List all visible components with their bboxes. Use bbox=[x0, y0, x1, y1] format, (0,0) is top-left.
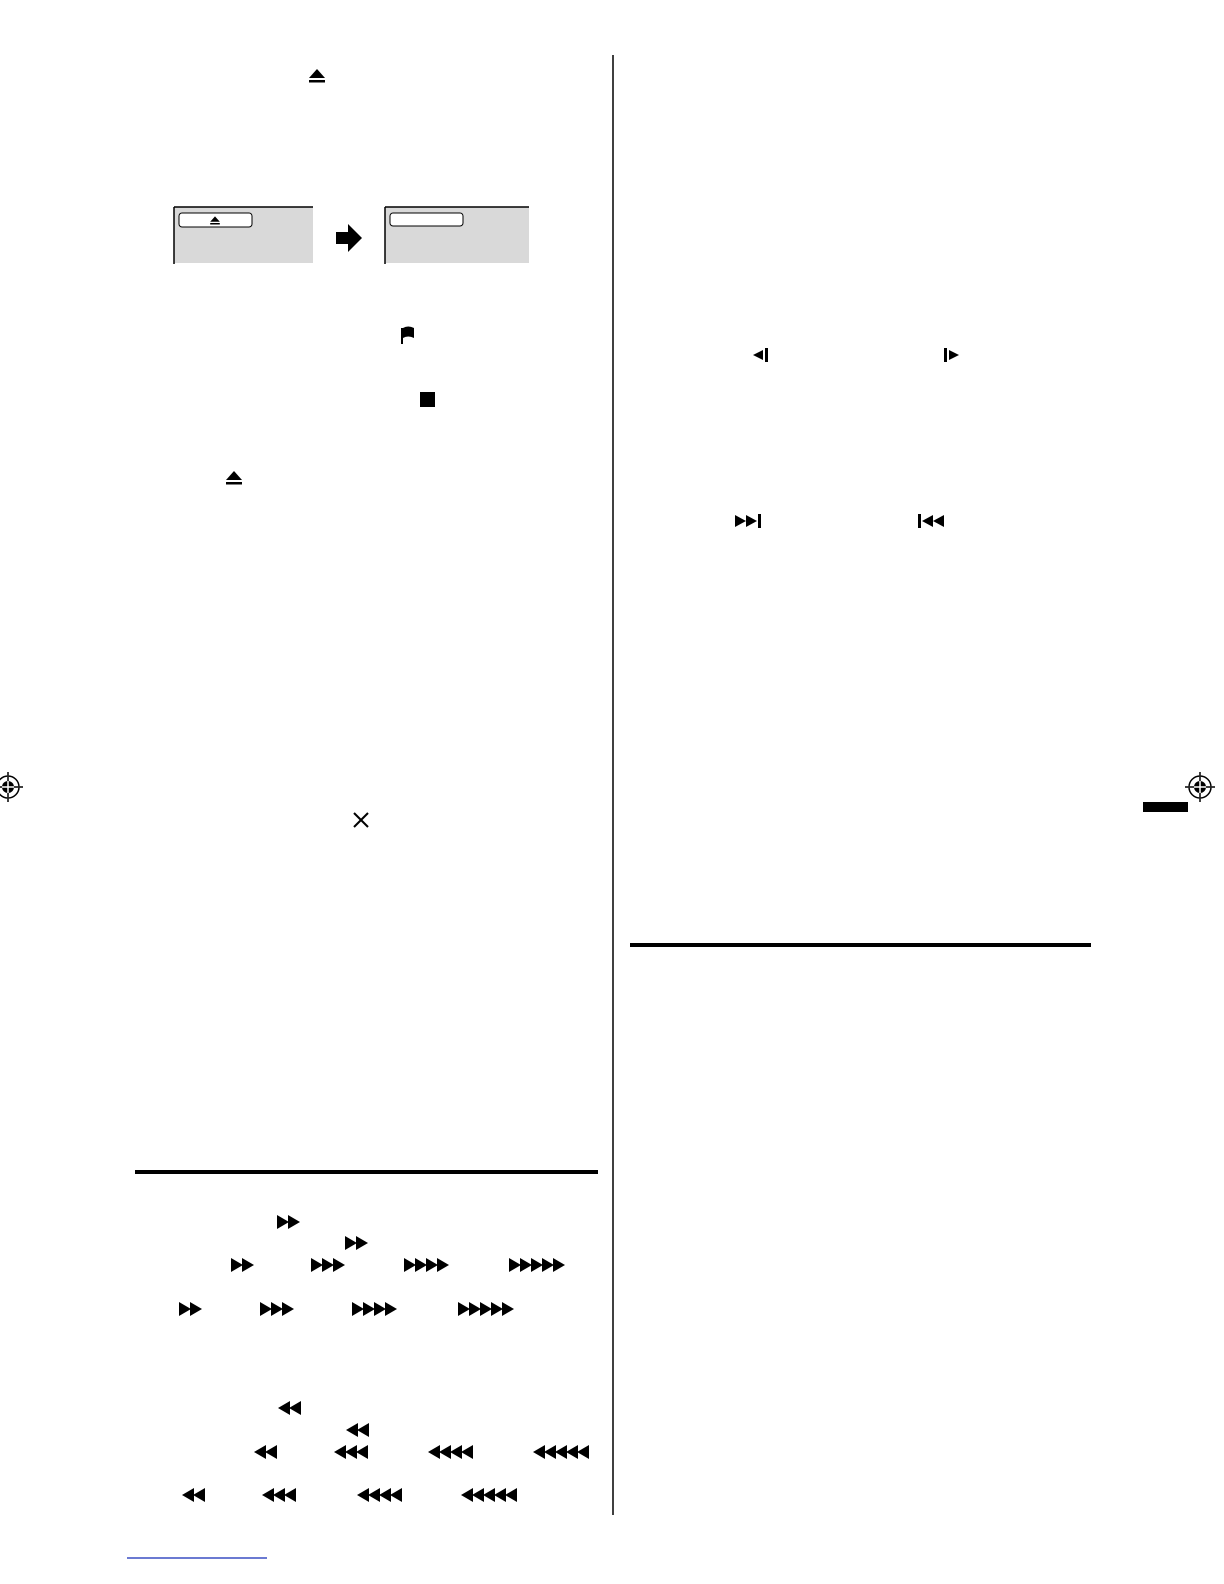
previous-icon bbox=[918, 514, 944, 528]
arrow-right bbox=[336, 224, 362, 252]
registration-mark bbox=[0, 771, 24, 803]
rew-icon bbox=[254, 1445, 277, 1459]
fast-forward-icons bbox=[179, 1215, 565, 1316]
step-forward-icon bbox=[944, 348, 959, 362]
ff-icon bbox=[311, 1258, 345, 1272]
display-before bbox=[173, 206, 313, 264]
ff-icon bbox=[277, 1215, 300, 1229]
ff-icon bbox=[404, 1258, 449, 1272]
rew-icon bbox=[533, 1445, 589, 1459]
eject-icon bbox=[309, 69, 325, 83]
ff-icon bbox=[352, 1302, 397, 1316]
registration-mark bbox=[1184, 771, 1216, 803]
section-rule bbox=[135, 1170, 598, 1174]
step-back-icon bbox=[753, 348, 768, 362]
tab-bar bbox=[1143, 802, 1188, 812]
marker-icon bbox=[401, 326, 414, 344]
display-after bbox=[384, 206, 529, 264]
ff-icon bbox=[509, 1258, 565, 1272]
rew-icon bbox=[461, 1488, 517, 1502]
rew-icon bbox=[346, 1423, 369, 1437]
cancel-icon bbox=[353, 812, 369, 828]
ff-icon bbox=[345, 1236, 368, 1250]
ff-icon bbox=[231, 1258, 254, 1272]
ff-icon bbox=[179, 1302, 202, 1316]
rew-icon bbox=[182, 1488, 205, 1502]
stop-icon bbox=[420, 392, 435, 407]
rewind-icons bbox=[182, 1401, 589, 1502]
eject-icon bbox=[226, 471, 242, 485]
rew-icon bbox=[262, 1488, 296, 1502]
rew-icon bbox=[278, 1401, 301, 1415]
rew-icon bbox=[357, 1488, 402, 1502]
section-rule bbox=[630, 943, 1091, 947]
rew-icon bbox=[428, 1445, 473, 1459]
rew-icon bbox=[334, 1445, 368, 1459]
ff-icon bbox=[458, 1302, 514, 1316]
ff-icon bbox=[260, 1302, 294, 1316]
next-icon bbox=[735, 514, 761, 528]
